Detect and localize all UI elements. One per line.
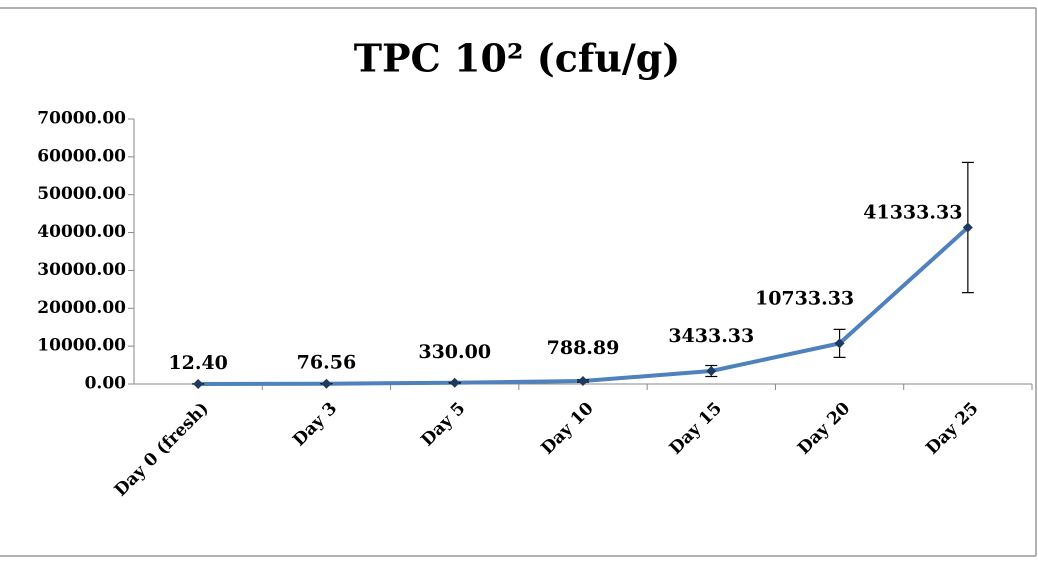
marker	[449, 377, 460, 388]
y-tick-label: 10000.00	[37, 336, 126, 356]
y-tick-label: 20000.00	[37, 298, 126, 318]
data-label: 788.89	[547, 337, 620, 359]
marker	[834, 338, 845, 349]
y-tick-label: 70000.00	[37, 109, 126, 129]
x-tick-label: Day 20	[794, 398, 854, 458]
data-label: 76.56	[297, 352, 357, 374]
marker	[193, 378, 204, 389]
y-tick-label: 30000.00	[37, 260, 126, 280]
data-label: 41333.33	[863, 202, 962, 224]
x-tick-label: Day 3	[289, 399, 341, 451]
marker	[962, 222, 973, 233]
y-tick-label: 40000.00	[37, 222, 126, 242]
x-tick-label: Day 10	[537, 398, 597, 458]
data-label: 3433.33	[668, 325, 754, 347]
marker	[321, 378, 332, 389]
data-label: 12.40	[168, 352, 228, 374]
y-tick-label: 0.00	[85, 374, 127, 394]
marker	[578, 376, 588, 387]
chart-title: TPC 10² (cfu/g)	[354, 36, 681, 81]
x-tick-label: Day 25	[922, 399, 982, 459]
data-label: 10733.33	[755, 287, 854, 309]
y-tick-label: 60000.00	[37, 146, 126, 166]
y-tick-label: 50000.00	[37, 184, 126, 204]
x-tick-label: Day 5	[418, 399, 470, 451]
x-tick-label: Day 0 (fresh)	[111, 399, 213, 501]
x-tick-label: Day 15	[666, 399, 726, 459]
marker	[706, 366, 717, 377]
data-label: 330.00	[418, 341, 491, 363]
